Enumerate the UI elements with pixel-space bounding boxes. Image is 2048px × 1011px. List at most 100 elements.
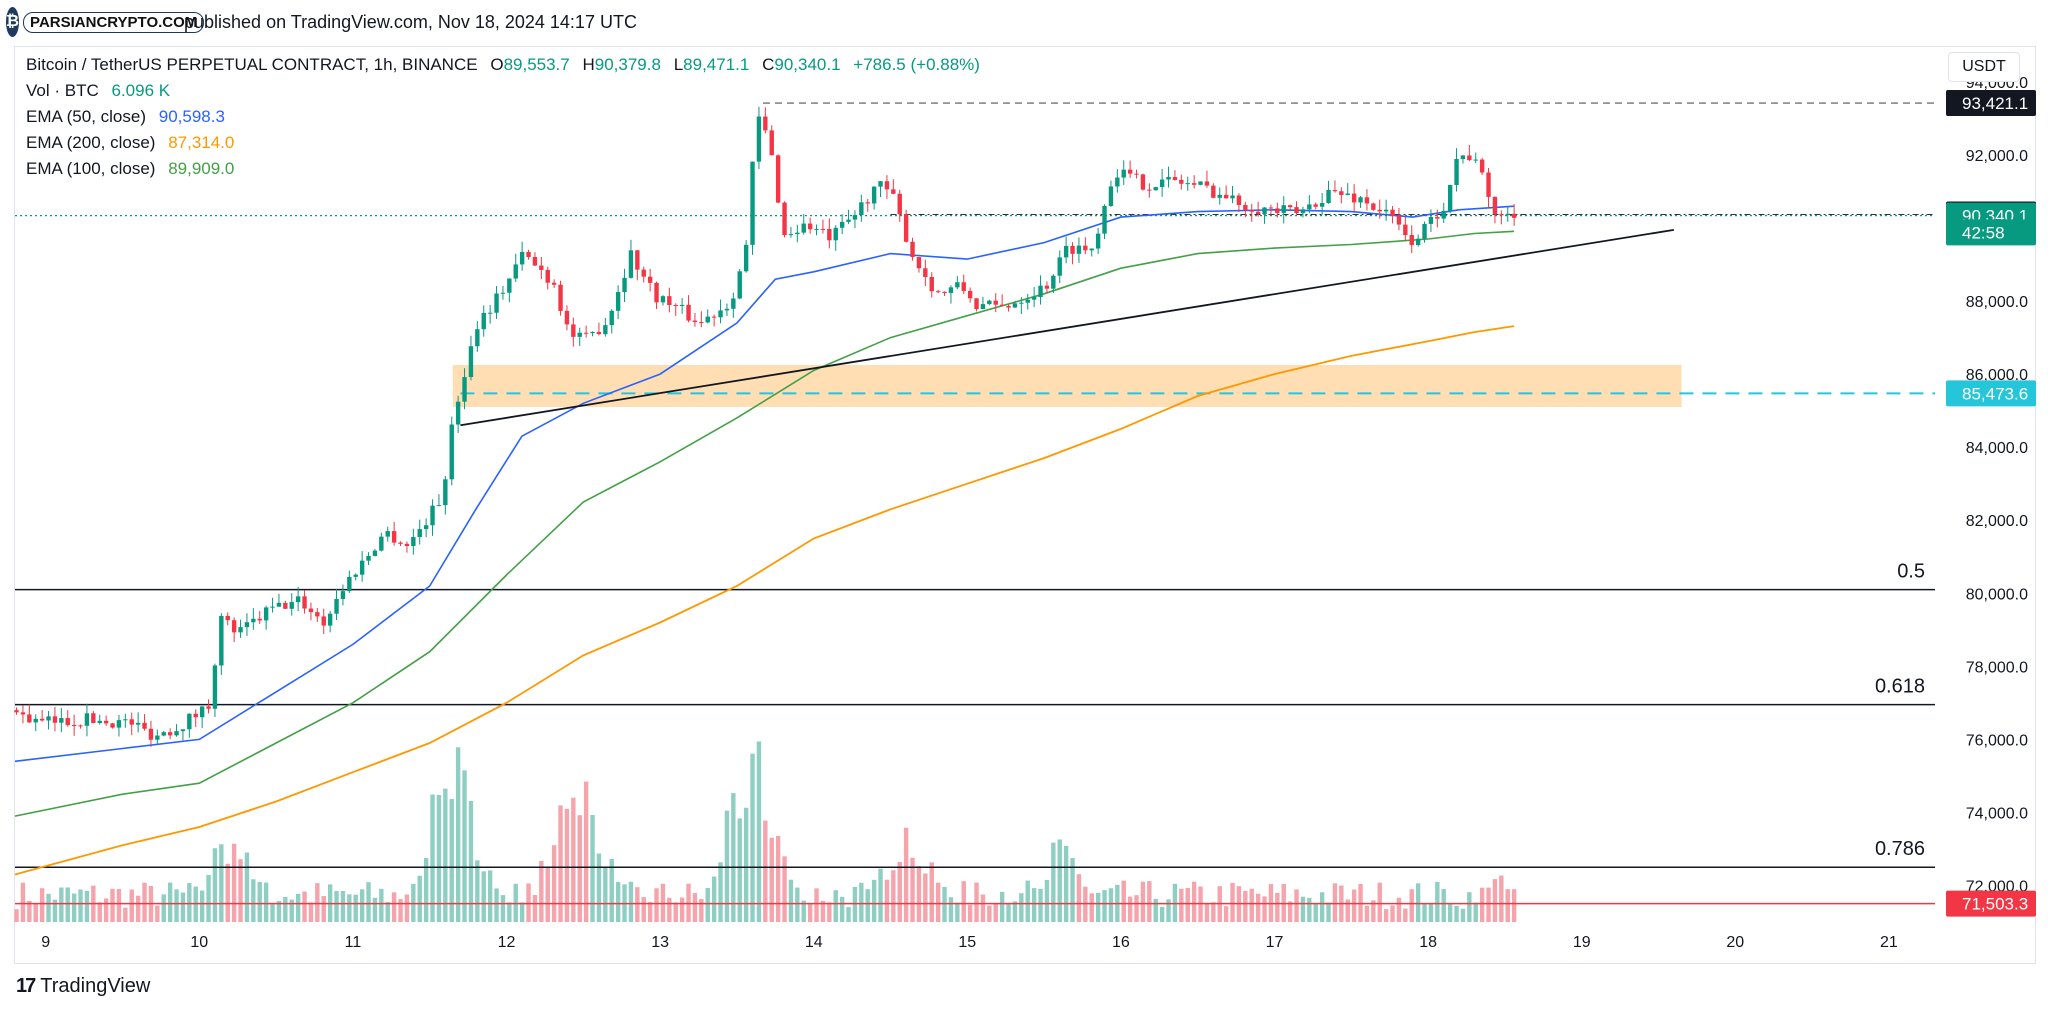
volume-bar <box>929 862 934 922</box>
candle-body <box>718 310 723 318</box>
candle-body <box>1415 238 1421 246</box>
volume-bar <box>398 899 403 922</box>
ema200-row[interactable]: EMA (200, close) 87,314.0 <box>26 130 980 156</box>
volume-bar <box>1147 881 1152 922</box>
x-tick-label: 19 <box>1573 934 1591 951</box>
volume-bar <box>1345 899 1350 922</box>
tradingview-brand: TradingView <box>40 975 151 997</box>
candle-body <box>404 543 410 547</box>
candle-body <box>865 202 870 204</box>
volume-bar <box>1390 905 1395 922</box>
y-tick-label: 76,000.0 <box>1966 732 2028 749</box>
candle-body <box>1268 207 1274 209</box>
candle-body <box>391 531 397 543</box>
candle-body <box>327 613 333 626</box>
volume-bar <box>39 888 45 922</box>
volume-bar <box>449 799 454 922</box>
volume-bar <box>903 827 909 922</box>
price-badge-label: 42:58 <box>1962 223 2005 242</box>
x-tick-label: 17 <box>1266 934 1284 951</box>
candle-body <box>1172 176 1178 180</box>
volume-bar <box>878 868 883 922</box>
ema50-row[interactable]: EMA (50, close) 90,598.3 <box>26 104 980 130</box>
volume-bar <box>199 890 205 922</box>
candle-body <box>142 722 147 729</box>
volume-bar <box>539 860 544 922</box>
volume-bar <box>1428 903 1434 922</box>
volume-bar <box>1294 889 1299 922</box>
volume-bar <box>1371 900 1376 922</box>
candle-body <box>366 555 371 561</box>
candle-body <box>161 732 166 736</box>
volume-bar <box>1223 906 1229 922</box>
volume-bar <box>545 867 550 922</box>
candle-body <box>347 576 352 592</box>
candle-body <box>1102 205 1107 234</box>
candle-body <box>1262 207 1267 215</box>
volume-bar <box>1435 881 1440 922</box>
volume-bar <box>987 905 992 922</box>
candle-body <box>686 304 691 321</box>
volume-bar <box>609 858 614 922</box>
fib-level-label: 0.5 <box>1897 561 1925 583</box>
candle-body <box>1364 197 1370 204</box>
volume-bar <box>827 902 832 922</box>
candle-body <box>1345 193 1350 195</box>
candle-body <box>1287 205 1293 208</box>
candle-body <box>1159 179 1165 188</box>
ema100-row[interactable]: EMA (100, close) 89,909.0 <box>26 156 980 182</box>
candle-body <box>987 300 992 305</box>
candle-body <box>775 155 781 203</box>
volume-bar <box>1511 889 1517 922</box>
volume-bar <box>1102 890 1107 922</box>
candle-body <box>1422 223 1427 239</box>
candle-body <box>622 277 627 293</box>
volume-bar <box>123 907 128 922</box>
volume-bar <box>475 860 480 922</box>
volume-bar <box>654 888 659 922</box>
candle-body <box>1319 203 1325 207</box>
volume-bar <box>257 881 262 922</box>
volume-bar <box>955 902 960 922</box>
price-badge-label: 71,503.3 <box>1962 895 2028 914</box>
symbol-title[interactable]: Bitcoin / TetherUS PERPETUAL CONTRACT, 1… <box>26 55 478 74</box>
close-value: 90,340.1 <box>774 55 841 74</box>
volume-bar <box>756 741 762 922</box>
volume-bar <box>667 897 672 922</box>
volume-bar <box>52 899 58 922</box>
volume-value: 6.096 K <box>111 81 171 100</box>
volume-bar <box>820 900 826 922</box>
volume-bar <box>1332 883 1338 922</box>
volume-bar <box>1460 908 1466 922</box>
candle-body <box>1134 173 1139 175</box>
volume-bar <box>167 882 173 922</box>
candle-body <box>891 189 896 194</box>
tradingview-logo[interactable]: 17 TradingView <box>16 975 150 998</box>
candle-body <box>263 607 269 621</box>
candle-body <box>935 291 941 293</box>
volume-bar <box>1364 905 1370 922</box>
candle-body <box>1313 204 1318 207</box>
volume-bar <box>65 887 70 922</box>
volume-bar <box>1383 909 1389 922</box>
volume-row[interactable]: Vol · BTC 6.096 K <box>26 78 980 104</box>
candle-body <box>116 720 122 728</box>
volume-bar <box>116 889 122 922</box>
candle-body <box>583 332 589 334</box>
volume-bar <box>763 820 768 922</box>
candle-body <box>1230 195 1235 199</box>
volume-bar <box>1422 904 1427 922</box>
chart-frame[interactable] <box>14 46 2036 964</box>
candle-body <box>174 731 179 736</box>
currency-button[interactable]: USDT <box>1948 52 2020 82</box>
volume-bar <box>443 788 448 922</box>
volume-bar <box>795 887 800 922</box>
candle-body <box>571 324 576 337</box>
candle-body <box>929 277 934 292</box>
volume-bar <box>1038 888 1043 922</box>
candle-body <box>1038 285 1043 297</box>
volume-bar <box>1063 845 1069 922</box>
symbol-row: Bitcoin / TetherUS PERPETUAL CONTRACT, 1… <box>26 52 980 78</box>
support-zone <box>452 364 1682 407</box>
